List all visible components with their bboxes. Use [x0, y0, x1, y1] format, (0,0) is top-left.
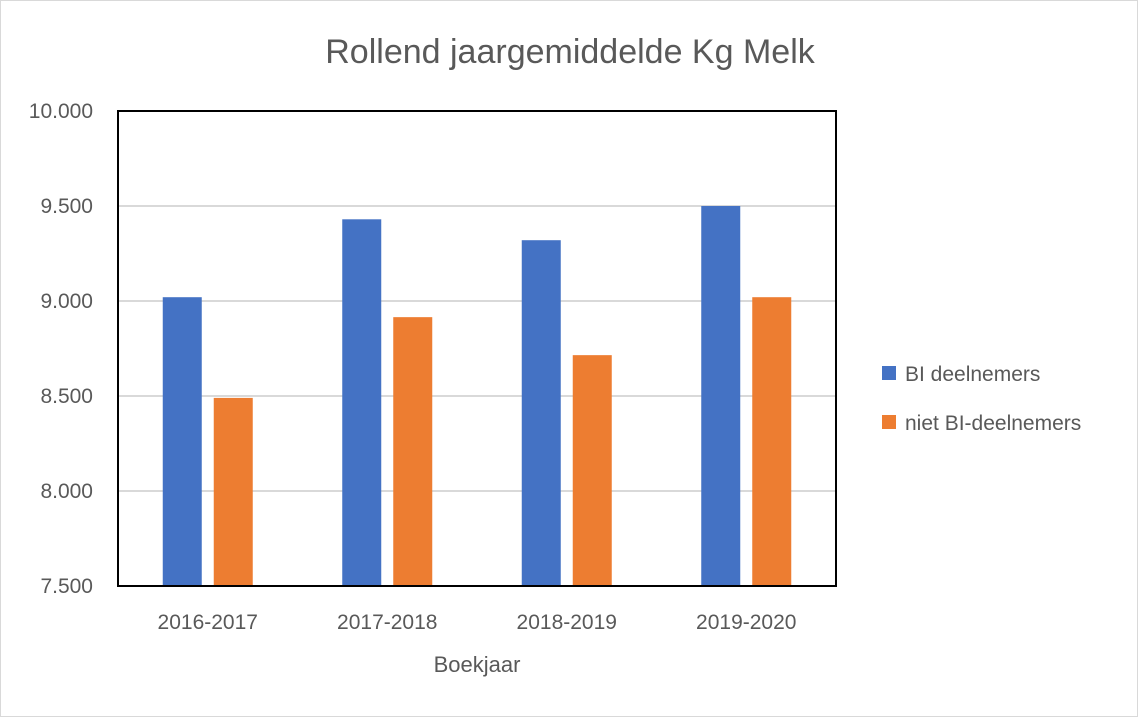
- y-tick-label: 9.500: [40, 195, 93, 218]
- legend-label: BI deelnemers: [905, 363, 1040, 386]
- bars: [162, 206, 792, 587]
- chart-title: Rollend jaargemiddelde Kg Melk: [325, 33, 815, 71]
- x-tick-label: 2017-2018: [337, 611, 437, 634]
- bar-bi-deelnemers-2016-2017: [162, 297, 202, 586]
- x-tick-label: 2019-2020: [696, 611, 796, 634]
- legend-swatch: [882, 366, 896, 380]
- x-tick-label: 2018-2019: [517, 611, 617, 634]
- y-tick-label: 7.500: [40, 575, 93, 598]
- bar-bi-deelnemers-2017-2018: [342, 219, 382, 587]
- y-tick-label: 8.500: [40, 385, 93, 408]
- y-axis-tick-labels: 7.500 8.000 8.500 9.000 9.500 10.000: [29, 100, 93, 598]
- y-tick-label: 9.000: [40, 290, 93, 313]
- y-tick-label: 8.000: [40, 480, 93, 503]
- legend-swatch: [882, 415, 896, 429]
- bar-niet-bi-deelnemers-2018-2019: [572, 355, 612, 586]
- legend-label: niet BI-deelnemers: [905, 412, 1081, 435]
- bar-niet-bi-deelnemers-2017-2018: [393, 317, 433, 586]
- y-tick-label: 10.000: [29, 100, 93, 123]
- plot-area-border: [117, 110, 837, 587]
- bar-bi-deelnemers-2018-2019: [521, 240, 561, 586]
- bar-niet-bi-deelnemers-2016-2017: [213, 397, 253, 586]
- legend: BI deelnemers niet BI-deelnemers: [882, 363, 1081, 435]
- x-tick-label: 2016-2017: [158, 611, 258, 634]
- bar-bi-deelnemers-2019-2020: [701, 206, 741, 586]
- x-axis-title: Boekjaar: [434, 652, 521, 677]
- x-axis-tick-labels: 2016-2017 2017-2018 2018-2019 2019-2020: [158, 611, 797, 634]
- bar-niet-bi-deelnemers-2019-2020: [752, 297, 792, 586]
